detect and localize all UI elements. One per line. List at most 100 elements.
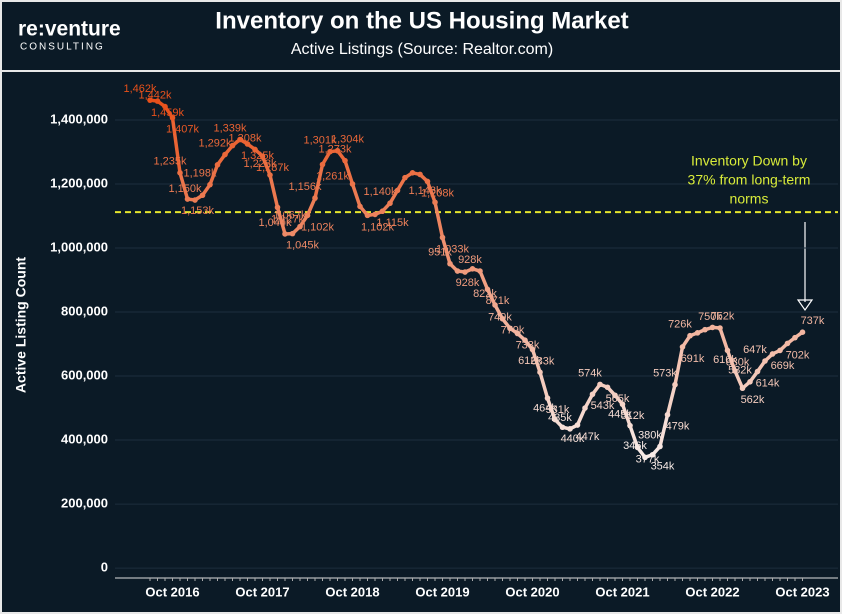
point [754,368,761,375]
point [342,157,348,164]
logo: re:venture [18,18,121,41]
point [214,162,221,168]
data-label: 928k [458,254,482,266]
point [402,174,408,181]
point [477,268,483,274]
data-label: 680k [726,356,750,368]
point [777,347,783,354]
point [432,199,438,206]
point [177,170,183,176]
data-label: 1,462k [123,83,157,95]
data-label: 1,459k [151,107,185,119]
data-label: 1,127k [271,213,305,225]
line-segment [268,173,280,210]
line-segment [718,326,730,353]
logo-tagline: CONSULTING [20,42,105,53]
y-tick-label: 200,000 [61,496,108,511]
data-label: 871k [486,295,510,307]
point [559,424,566,431]
data-label: 531k [546,404,570,416]
point [769,351,776,357]
data-label: 1,156k [288,181,322,193]
annotation: Inventory Down by [691,153,807,169]
point [709,324,716,331]
chart-subtitle: Active Listings (Source: Realtor.com) [291,41,553,58]
data-label: 1,308k [228,132,262,144]
point [694,330,701,336]
data-label: 1,102k [361,221,395,233]
data-label: 614k [756,377,780,389]
data-label: 726k [668,319,692,331]
line-segment [350,182,362,209]
point [702,326,708,333]
point [604,384,611,391]
y-tick-label: 0 [101,560,108,575]
data-label: 562k [741,394,765,406]
data-label: 543k [591,400,615,412]
line-segment [478,269,490,292]
data-label: 1,208k [421,187,455,199]
line-segment [313,162,325,200]
data-label: 380k [638,429,662,441]
data-label: 1,067k [273,209,307,221]
data-label: 1,339k [213,122,247,134]
line-segment [170,116,182,175]
point [747,379,753,385]
point [387,200,393,207]
line-segment [628,423,640,450]
line-segment [530,347,542,374]
data-label: 1,044k [258,217,292,229]
point [612,392,618,399]
point [229,142,236,149]
data-label: 750k [698,311,722,323]
point [207,181,213,188]
data-label: 612k [518,355,542,367]
data-label: 1,143k [408,185,442,197]
data-label: 1,235k [153,156,187,168]
y-tick-label: 1,000,000 [50,239,108,254]
point [724,347,731,354]
point [372,211,378,218]
data-label: 1,301k [303,135,337,147]
point [169,114,176,121]
line-segment [538,370,550,400]
y-tick-label: 800,000 [61,303,108,318]
point [664,411,671,418]
line-segment [658,413,670,449]
point [244,141,251,147]
point [312,195,318,201]
annotation: norms [730,191,769,207]
data-label: 1,261k [316,170,350,182]
point [147,97,153,103]
point [499,315,506,322]
line-segment [665,382,677,417]
x-tick-label: Oct 2016 [145,584,199,599]
data-label: 464k [533,402,557,414]
point [297,223,303,230]
point [679,344,686,350]
data-label: 1,198k [183,168,217,180]
line-segment [178,171,190,201]
annotation-arrowhead [796,299,814,312]
line-segment [260,154,272,177]
point [792,334,798,341]
point [259,153,266,159]
point [634,444,641,451]
point [454,268,461,274]
point [357,203,363,210]
line-segment [208,163,220,187]
data-label: 512k [621,410,645,422]
point [267,172,273,178]
line-segment [575,406,587,427]
point [784,340,791,347]
line-segment [725,348,737,373]
point [424,178,431,185]
point [319,161,326,168]
data-label: 447k [576,431,600,443]
data-label: 737k [801,315,825,327]
point [522,337,528,344]
point [732,368,738,374]
